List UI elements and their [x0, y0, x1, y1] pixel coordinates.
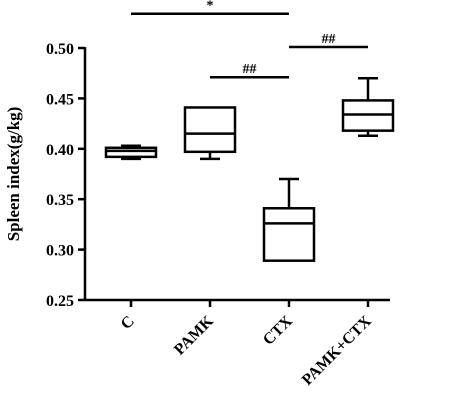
- significance-bracket: ##: [210, 62, 289, 79]
- axes: [83, 47, 390, 302]
- box-iqr: [262, 207, 316, 262]
- y-tick-label: 0.45: [46, 91, 74, 108]
- box-pamk: [183, 106, 237, 161]
- y-tick-label: 0.40: [46, 142, 74, 159]
- x-ticks: C PAMK CTX PAMK+CTX: [118, 300, 375, 389]
- box-iqr: [104, 146, 158, 159]
- significance-label: ##: [243, 62, 257, 77]
- x-tick-label: PAMK: [171, 312, 217, 358]
- significance-annotations: * ## ##: [131, 0, 368, 79]
- y-tick-label: 0.35: [46, 192, 74, 209]
- y-tick-label: 0.30: [46, 243, 74, 260]
- box-ctx: [262, 177, 316, 262]
- box-iqr: [183, 106, 237, 154]
- y-tick-label: 0.50: [46, 41, 74, 58]
- y-tick-label: 0.25: [46, 293, 74, 310]
- box-pamk-ctx: [341, 76, 395, 137]
- y-ticks: 0.25 0.30 0.35 0.40 0.45 0.50: [46, 41, 85, 310]
- x-tick-label: CTX: [260, 312, 296, 348]
- significance-label: ##: [322, 32, 336, 47]
- boxes: [104, 76, 395, 262]
- y-axis-label: Spleen index(g/kg): [4, 107, 23, 242]
- x-tick-label: PAMK+CTX: [299, 312, 375, 388]
- box-c: [104, 144, 158, 161]
- x-tick-label: C: [118, 313, 138, 333]
- significance-bracket: *: [131, 0, 289, 15]
- significance-bracket: ##: [289, 32, 368, 49]
- significance-label: *: [207, 0, 214, 14]
